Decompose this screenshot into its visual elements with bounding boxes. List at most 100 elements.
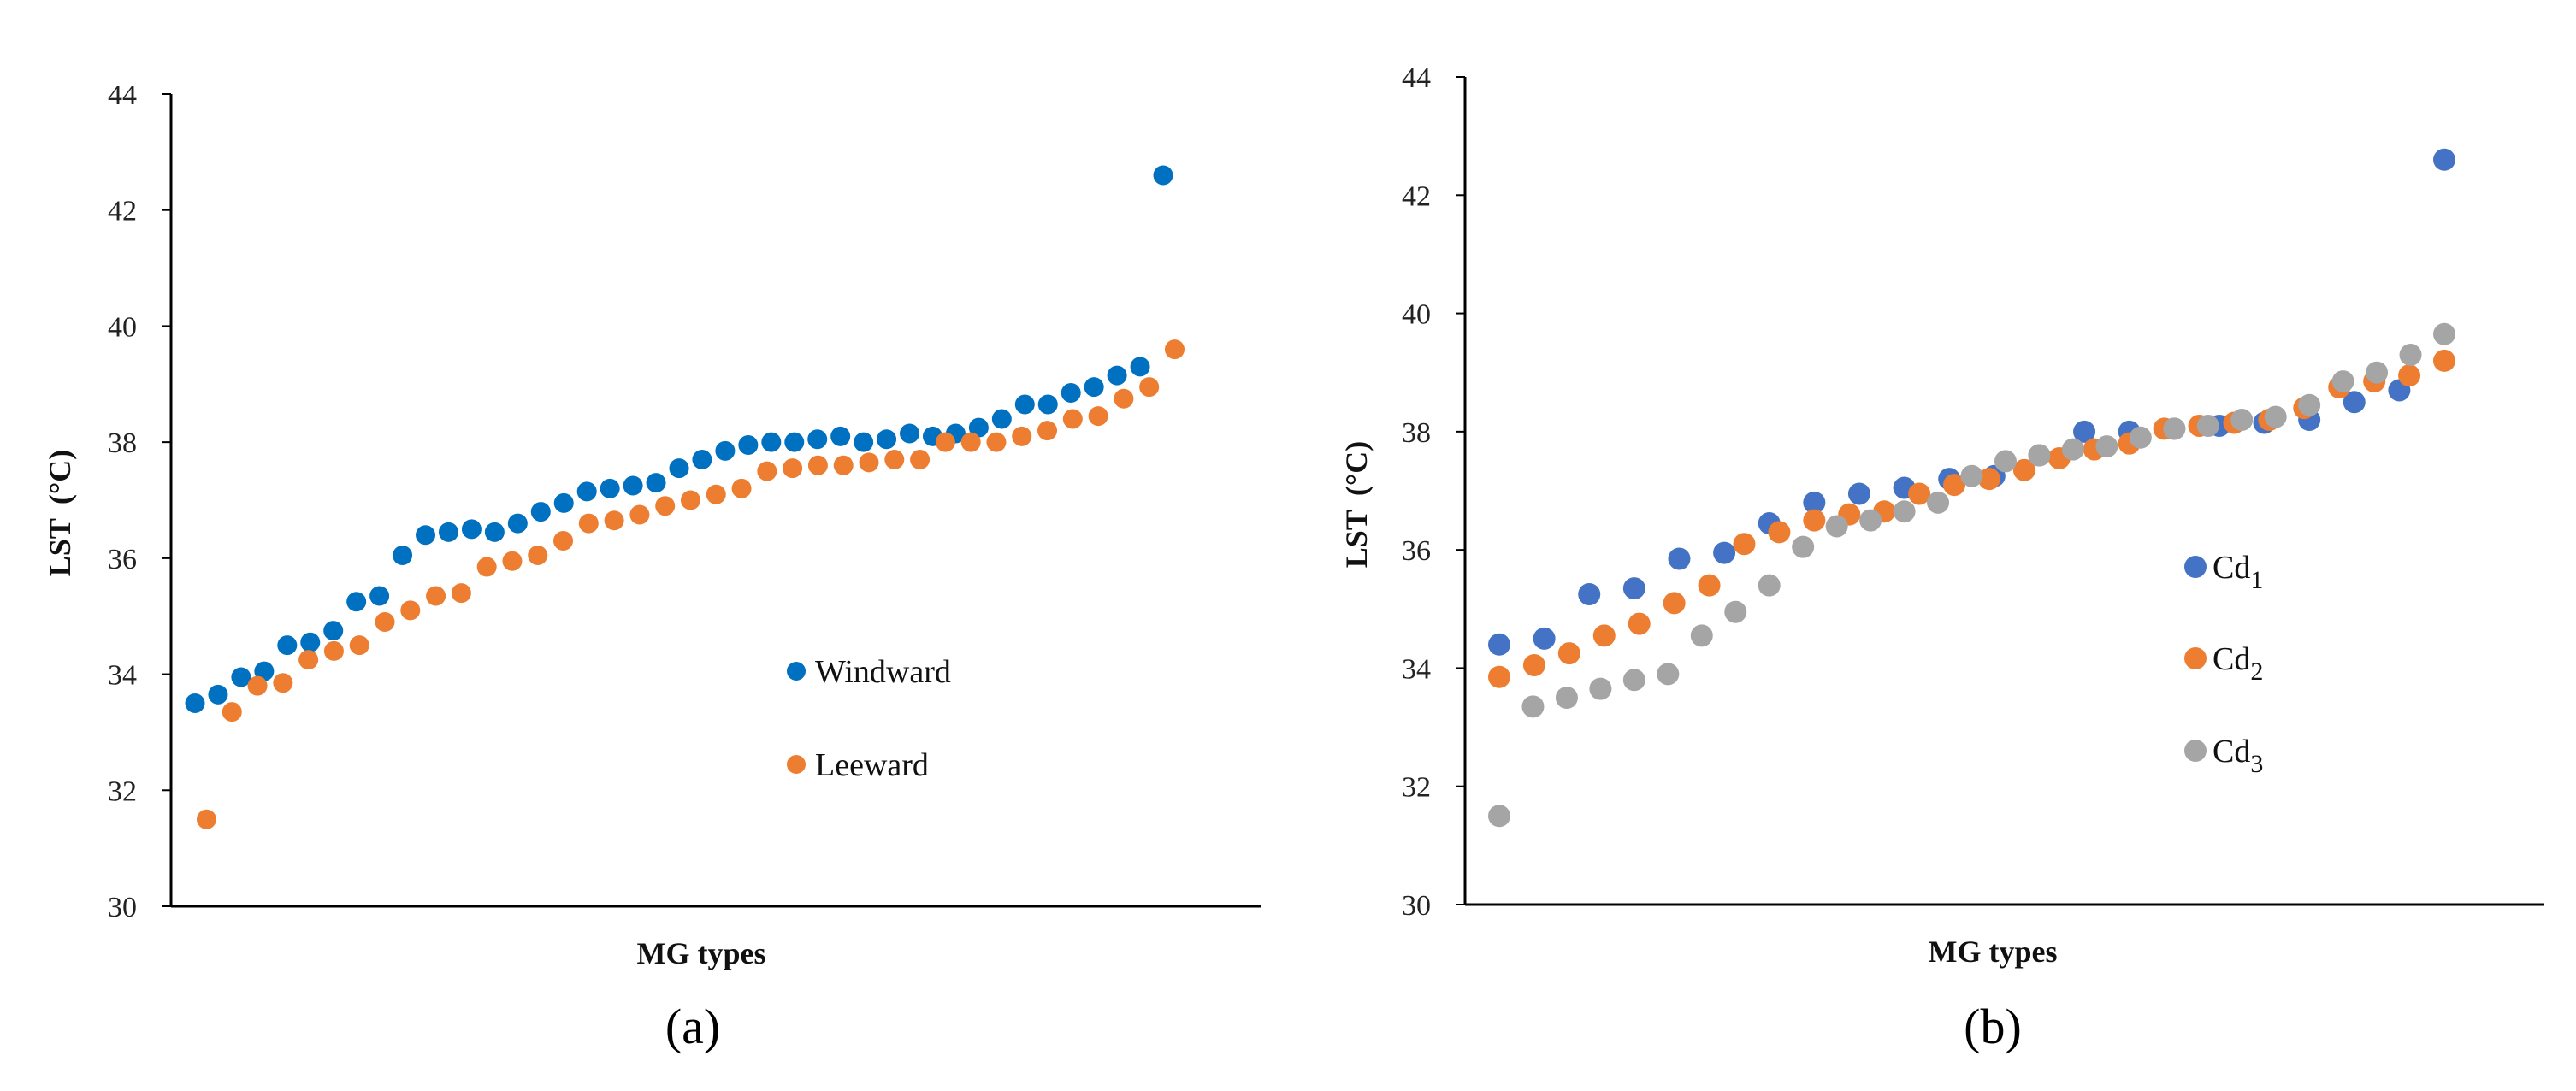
point-windward [738,435,759,456]
point-cd2 [1522,653,1545,676]
panel-a-y-tick-label: 36 [108,544,137,575]
point-windward [646,473,666,493]
point-cd3 [2366,361,2389,384]
point-cd3 [1960,464,1983,487]
point-leeward [222,702,242,722]
point-cd2 [1803,509,1826,532]
point-cd2 [2398,364,2421,387]
point-cd3 [2095,435,2118,458]
point-windward [692,450,712,469]
point-leeward [298,650,319,670]
point-windward [877,429,897,450]
point-windward [854,432,874,452]
point-cd1 [1622,577,1645,600]
point-cd3 [1555,687,1578,709]
panel-a-y-ticks: 30 32 34 36 38 40 42 44 [108,80,171,923]
point-windward [1107,365,1127,386]
point-cd3 [2129,426,2152,449]
point-leeward [1114,388,1134,409]
point-windward [807,429,828,450]
point-windward [393,545,413,565]
panel-a: 30 32 34 36 38 40 42 44 LST(°C) MG types Windwa… [43,80,1261,1054]
point-cd3 [1792,535,1815,558]
point-windward [1037,394,1058,415]
point-windward [553,492,574,513]
point-cd3 [1622,669,1645,692]
point-leeward [375,612,395,632]
point-windward [715,440,736,461]
point-leeward [910,450,931,469]
point-windward [231,667,251,687]
point-windward [484,522,505,542]
point-leeward [1062,409,1083,429]
panel-b-y-ticks: 30 32 34 36 38 40 42 44 [1402,62,1465,922]
point-windward [600,478,620,498]
point-leeward [1088,406,1108,427]
point-cd2 [1698,574,1721,597]
panel-b-y-tick-label: 30 [1402,890,1431,922]
point-leeward [807,455,828,475]
point-windward [1130,357,1150,377]
legend-cd1: Cd1 [2184,550,2263,594]
point-windward [761,432,782,452]
point-windward [208,684,228,705]
legend-windward-label: Windward [815,654,951,690]
legend-windward: Windward [787,654,951,690]
point-cd3 [1521,695,1545,718]
point-leeward [884,450,905,469]
point-windward [461,519,482,540]
point-cd2 [2433,349,2455,372]
point-cd2 [1908,482,1931,505]
panel-a-caption: (a) [665,999,720,1054]
panel-b-points [1488,148,2455,828]
point-cd3 [2331,370,2354,393]
panel-b-y-tick-label: 36 [1402,535,1431,567]
point-cd1 [2343,391,2366,414]
point-leeward [502,551,523,571]
point-leeward [706,484,726,504]
panel-b-y-tick-label: 42 [1402,180,1431,212]
point-leeward [426,586,446,606]
point-cd3 [1859,509,1882,532]
panel-b-caption: (b) [1964,999,2022,1054]
point-leeward [1164,339,1185,360]
panel-a-y-tick-label: 44 [108,80,137,111]
panel-b-y-tick-label: 34 [1402,653,1431,685]
point-cd3 [2298,393,2321,416]
legend-windward-marker [787,662,806,681]
point-windward [576,481,597,502]
point-cd1 [1668,547,1691,570]
point-cd3 [1893,500,1916,523]
point-windward [968,417,989,438]
point-cd2 [1488,665,1510,688]
point-cd1 [2433,148,2455,171]
point-cd2 [1557,642,1580,665]
point-cd1 [1847,482,1870,505]
point-cd3 [1927,491,1950,514]
point-windward [1061,382,1081,403]
point-leeward [680,490,700,510]
panel-b: 30 32 34 36 38 40 42 44 LST(°C) MG types Cd1 Cd… [1339,62,2544,1054]
point-cd2 [1733,533,1756,556]
panel-a-y-tick-label: 42 [108,196,137,227]
panel-a-y-tick-label: 38 [108,428,137,459]
point-leeward [1037,421,1058,441]
point-cd1 [1488,633,1510,656]
point-windward [900,423,920,444]
point-cd3 [1994,450,2017,473]
point-leeward [553,531,574,551]
point-cd3 [2433,322,2455,345]
panel-a-y-tick-label: 32 [108,775,137,807]
point-cd3 [2028,444,2051,467]
point-windward [1153,165,1173,186]
point-windward [1084,377,1104,398]
point-windward [185,693,205,713]
point-cd1 [1533,627,1556,650]
legend-cd1-label: Cd1 [2213,550,2263,594]
point-cd3 [1724,600,1747,623]
point-leeward [273,673,293,693]
point-leeward [604,510,624,531]
point-windward [507,513,528,534]
point-leeward [783,458,803,479]
